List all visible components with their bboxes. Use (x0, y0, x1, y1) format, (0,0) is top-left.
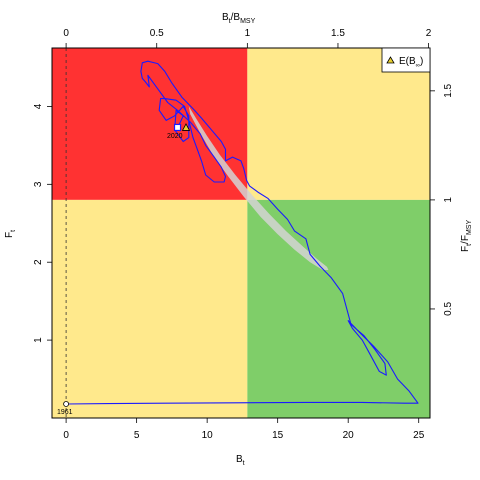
overfishing-quadrant (247, 48, 430, 200)
legend-triangle-icon (386, 56, 395, 64)
top-axis: 0 0.5 1 1.5 2 (63, 28, 432, 48)
left-axis: 1 2 3 4 (33, 103, 52, 343)
healthy-quadrant (247, 199, 430, 418)
top-tick-label: 1.5 (331, 28, 345, 39)
y-tick-label: 3 (33, 181, 44, 187)
right-axis-title: Ft/FMSY (460, 220, 473, 252)
x-tick-label: 25 (413, 430, 425, 441)
end-point-marker (173, 123, 182, 132)
top-tick-label: 2 (426, 28, 432, 39)
x-tick-label: 15 (272, 430, 284, 441)
end-year-label: 2020 (167, 133, 183, 140)
expected-biomass-marker (181, 123, 191, 131)
y-axis-title: Ft (4, 230, 17, 238)
top-tick-label: 0.5 (150, 28, 164, 39)
start-year-label: 1961 (57, 409, 73, 416)
bottom-axis: 0 5 10 15 20 25 (63, 418, 425, 441)
start-point-marker (63, 401, 70, 407)
right-tick-label: 0.5 (443, 302, 454, 316)
top-axis-title: Bt/BMSY (222, 12, 256, 25)
x-axis-title: Bt (236, 454, 245, 467)
top-tick-label: 1 (245, 28, 251, 39)
right-tick-label: 1 (443, 197, 454, 203)
markers (63, 123, 191, 407)
x-tick-label: 20 (343, 430, 355, 441)
overfished-quadrant (52, 199, 248, 418)
right-tick-label: 1.5 (443, 83, 454, 97)
x-tick-label: 0 (63, 430, 69, 441)
plot-frame (51, 47, 431, 419)
right-axis: 0.5 1 1.5 (430, 83, 454, 316)
legend: E(B∞) (381, 47, 431, 73)
trajectory-line (66, 60, 419, 405)
overfished-overfishing-quadrant (52, 48, 248, 200)
y-tick-label: 1 (33, 337, 44, 343)
x-tick-label: 10 (202, 430, 214, 441)
x-tick-label: 5 (134, 430, 140, 441)
y-tick-label: 4 (33, 103, 44, 109)
status-quadrants (52, 48, 430, 418)
y-tick-label: 2 (33, 259, 44, 265)
top-tick-label: 0 (63, 28, 69, 39)
legend-label: E(B∞) (399, 56, 423, 69)
